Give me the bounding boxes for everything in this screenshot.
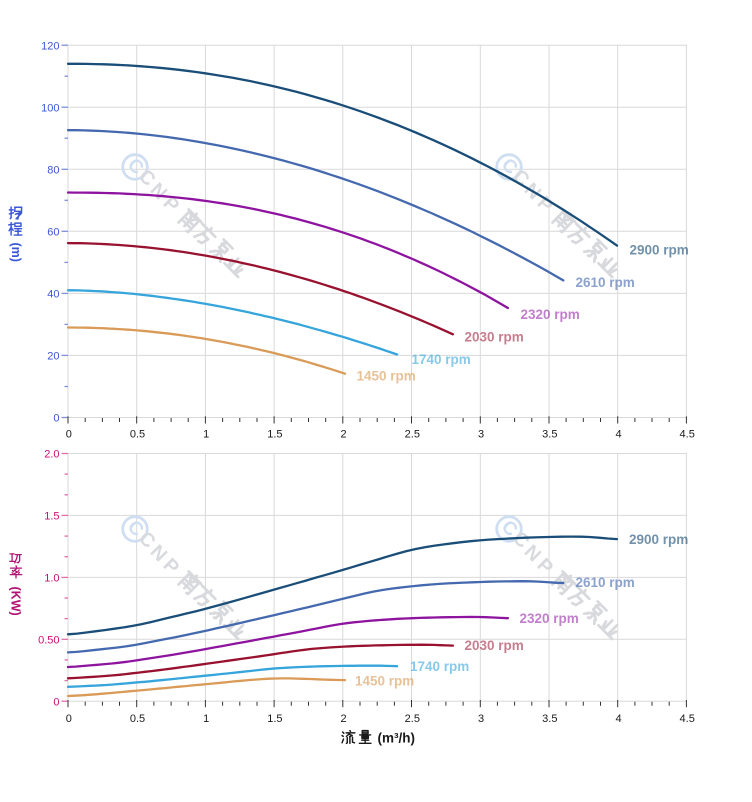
svg-text:0: 0	[53, 413, 59, 425]
svg-text:3: 3	[478, 428, 484, 440]
svg-text:0: 0	[66, 428, 72, 440]
svg-text:1.0: 1.0	[44, 573, 59, 585]
svg-text:1: 1	[203, 713, 209, 725]
svg-text:3.5: 3.5	[542, 713, 557, 725]
svg-text:(KW): (KW)	[9, 587, 23, 616]
svg-text:4: 4	[615, 713, 621, 725]
svg-text:2.5: 2.5	[405, 428, 420, 440]
svg-text:80: 80	[47, 164, 59, 176]
svg-text:(m): (m)	[9, 243, 23, 262]
svg-text:0: 0	[66, 713, 72, 725]
svg-text:0.5: 0.5	[130, 428, 145, 440]
svg-text:1.5: 1.5	[267, 713, 282, 725]
svg-text:20: 20	[47, 351, 59, 363]
svg-text:60: 60	[47, 226, 59, 238]
svg-text:1740 rpm: 1740 rpm	[412, 352, 471, 367]
svg-text:0: 0	[53, 696, 59, 708]
svg-text:2: 2	[341, 428, 347, 440]
svg-text:2030 rpm: 2030 rpm	[465, 330, 524, 345]
svg-text:120: 120	[41, 40, 59, 52]
svg-text:40: 40	[47, 289, 59, 301]
svg-text:2030 rpm: 2030 rpm	[465, 638, 524, 653]
svg-text:0.5: 0.5	[130, 713, 145, 725]
svg-text:(m³/h): (m³/h)	[378, 731, 416, 746]
svg-text:2320 rpm: 2320 rpm	[521, 307, 580, 322]
svg-text:4.5: 4.5	[680, 713, 695, 725]
svg-text:2610 rpm: 2610 rpm	[576, 275, 635, 290]
svg-text:2900 rpm: 2900 rpm	[629, 532, 688, 547]
svg-text:2.0: 2.0	[44, 449, 59, 461]
svg-text:1450 rpm: 1450 rpm	[357, 369, 416, 384]
svg-text:100: 100	[41, 102, 59, 114]
svg-text:2320 rpm: 2320 rpm	[520, 611, 579, 626]
svg-text:1.5: 1.5	[44, 511, 59, 523]
svg-text:2: 2	[341, 713, 347, 725]
svg-text:3: 3	[478, 713, 484, 725]
svg-text:0.50: 0.50	[38, 634, 59, 646]
svg-text:3.5: 3.5	[542, 428, 557, 440]
svg-text:4.5: 4.5	[680, 428, 695, 440]
svg-text:4: 4	[615, 428, 621, 440]
svg-text:2610 rpm: 2610 rpm	[576, 575, 635, 590]
svg-text:1: 1	[203, 428, 209, 440]
svg-text:2.5: 2.5	[405, 713, 420, 725]
svg-text:1.5: 1.5	[267, 428, 282, 440]
svg-text:1740 rpm: 1740 rpm	[410, 659, 469, 674]
svg-text:1450 rpm: 1450 rpm	[355, 674, 414, 689]
svg-text:2900 rpm: 2900 rpm	[630, 243, 689, 258]
